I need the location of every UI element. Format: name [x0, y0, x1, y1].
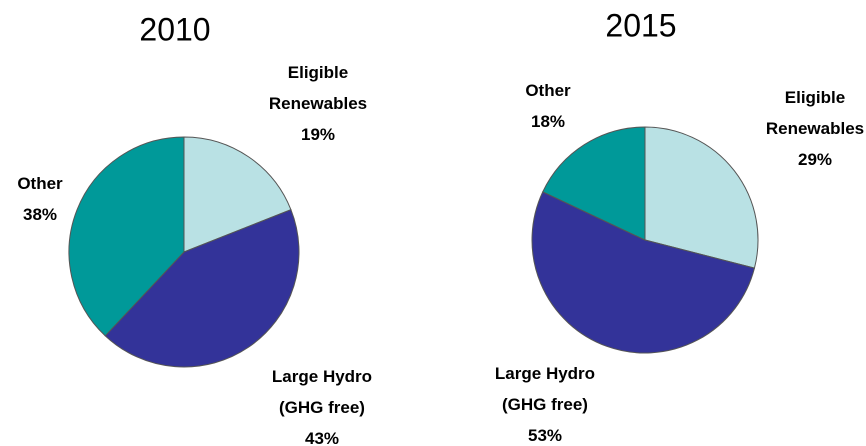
pie-slice: [531, 191, 756, 354]
slice-value-label: 38%: [22, 205, 58, 224]
pie-slice: [644, 126, 759, 269]
slice-value-label: 18%: [530, 112, 566, 131]
slice-label: Eligible Renewables: [765, 88, 865, 138]
slice-label: Large Hydro (GHG free): [271, 367, 373, 417]
slice-value-label: 43%: [304, 429, 340, 446]
pie-slice: [68, 136, 185, 337]
slice-value-label: 29%: [797, 150, 833, 169]
slice-label: Eligible Renewables: [268, 63, 368, 113]
slice-label: Large Hydro (GHG free): [494, 364, 596, 414]
slice-value-label: 19%: [300, 125, 336, 144]
chart-title: 2015: [605, 7, 676, 43]
pie-slice: [542, 126, 646, 241]
chart-title: 2010: [139, 11, 210, 47]
slice-value-label: 53%: [527, 426, 563, 445]
slice-label: Other: [525, 81, 571, 100]
pie-slice: [183, 136, 292, 253]
slice-label: Other: [17, 174, 63, 193]
pie-slice: [104, 209, 300, 368]
